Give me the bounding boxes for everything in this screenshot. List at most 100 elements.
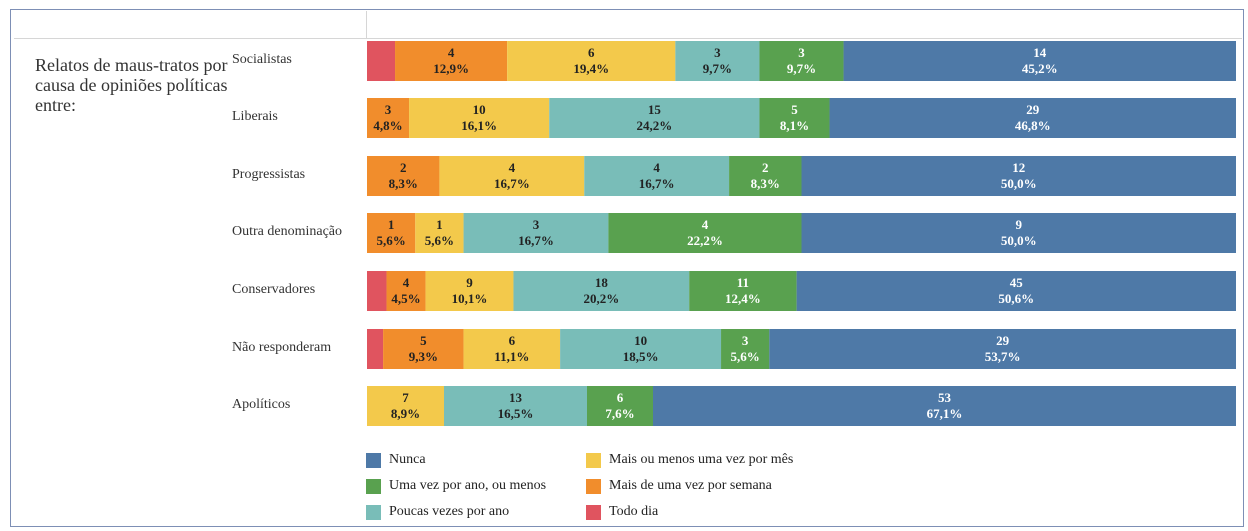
data-label-count: 6: [617, 390, 624, 405]
legend-item-todo-dia: Todo dia: [586, 504, 658, 520]
bar-outra-denominacao-mais-de-uma-vez-por-semana: [367, 213, 416, 253]
bar-nao-responderam-nunca: [769, 329, 1236, 369]
data-label-count: 4: [653, 160, 660, 175]
data-label-count: 6: [509, 333, 516, 348]
legend-item-nunca: Nunca: [366, 452, 426, 468]
legend-swatch: [366, 452, 381, 468]
legend-swatch: [586, 478, 601, 494]
data-label-count: 1: [436, 217, 443, 232]
chart-side-title: Relatos de maus-tratos por causa de opin…: [35, 55, 228, 115]
data-label-count: 2: [762, 160, 769, 175]
data-label-count: 5: [791, 102, 798, 117]
category-label-nao-responderam: Não responderam: [232, 340, 332, 355]
data-label-percent: 5,6%: [377, 233, 406, 248]
data-label-count: 29: [996, 333, 1010, 348]
bar-conservadores-uma-vez-por-ano-ou-menos: [689, 271, 797, 311]
legend-item-mais-de-uma-vez-por-semana: Mais de uma vez por semana: [586, 478, 772, 494]
data-label-percent: 16,7%: [518, 233, 554, 248]
data-label-count: 4: [448, 45, 455, 60]
bar-socialistas-mais-ou-menos-uma-vez-por-mes: [507, 41, 676, 81]
bar-nao-responderam-poucas-vezes-por-ano: [560, 329, 722, 369]
bar-socialistas-todo-dia: [367, 41, 396, 81]
data-label-percent: 16,1%: [461, 118, 497, 133]
data-label-count: 3: [742, 333, 749, 348]
data-label-count: 1: [388, 217, 395, 232]
legend-item-poucas-vezes-por-ano: Poucas vezes por ano: [366, 504, 509, 520]
bar-progressistas-poucas-vezes-por-ano: [584, 156, 730, 196]
data-label-percent: 8,3%: [389, 176, 418, 191]
bar-apoliticos-nunca: [653, 386, 1236, 426]
data-label-percent: 5,6%: [731, 349, 760, 364]
header-divider: [14, 38, 1242, 39]
bar-progressistas-nunca: [801, 156, 1236, 196]
data-label-percent: 67,1%: [927, 406, 963, 421]
data-label-percent: 4,8%: [373, 118, 402, 133]
data-label-count: 45: [1010, 275, 1024, 290]
legend-label: Mais de uma vez por semana: [609, 478, 772, 493]
bar-outra-denominacao-mais-ou-menos-uma-vez-por-mes: [415, 213, 464, 253]
legend-label: Uma vez por ano, ou menos: [389, 478, 547, 493]
data-label-count: 6: [588, 45, 595, 60]
data-label-percent: 16,7%: [639, 176, 675, 191]
data-label-count: 29: [1026, 102, 1040, 117]
bar-socialistas-mais-de-uma-vez-por-semana: [395, 41, 508, 81]
data-label-count: 7: [402, 390, 409, 405]
data-label-count: 12: [1012, 160, 1025, 175]
legend-swatch: [366, 478, 381, 494]
bar-liberais-nunca: [829, 98, 1236, 138]
data-label-percent: 4,5%: [391, 291, 420, 306]
legend-item-mais-ou-menos-uma-vez-por-mes: Mais ou menos uma vez por mês: [586, 452, 793, 468]
bar-nao-responderam-mais-de-uma-vez-por-semana: [383, 329, 464, 369]
bar-liberais-uma-vez-por-ano-ou-menos: [759, 98, 830, 138]
bar-apoliticos-mais-ou-menos-uma-vez-por-mes: [367, 386, 444, 426]
legend-label: Mais ou menos uma vez por mês: [609, 452, 794, 467]
bar-liberais-mais-ou-menos-uma-vez-por-mes: [409, 98, 550, 138]
bar-nao-responderam-mais-ou-menos-uma-vez-por-mes: [463, 329, 561, 369]
data-label-count: 14: [1033, 45, 1047, 60]
data-label-count: 3: [714, 45, 721, 60]
bar-socialistas-nunca: [843, 41, 1236, 81]
data-label-count: 3: [798, 45, 805, 60]
category-label-conservadores: Conservadores: [232, 282, 316, 297]
data-label-percent: 53,7%: [985, 349, 1021, 364]
bar-apoliticos-uma-vez-por-ano-ou-menos: [587, 386, 653, 426]
data-label-count: 3: [533, 217, 540, 232]
data-label-percent: 50,0%: [1001, 233, 1037, 248]
data-label-count: 13: [509, 390, 523, 405]
category-label-progressistas: Progressistas: [232, 167, 306, 182]
bar-conservadores-poucas-vezes-por-ano: [513, 271, 690, 311]
legend-item-uma-vez-por-ano-ou-menos: Uma vez por ano, ou menos: [366, 478, 546, 494]
bar-liberais-mais-de-uma-vez-por-semana: [367, 98, 410, 138]
data-label-percent: 24,2%: [636, 118, 672, 133]
data-label-percent: 18,5%: [623, 349, 659, 364]
data-label-percent: 20,2%: [583, 291, 619, 306]
data-label-percent: 5,6%: [425, 233, 454, 248]
data-label-percent: 16,7%: [494, 176, 530, 191]
bar-outra-denominacao-poucas-vezes-por-ano: [463, 213, 609, 253]
data-label-count: 4: [702, 217, 709, 232]
data-label-percent: 9,7%: [703, 61, 732, 76]
bar-outra-denominacao-nunca: [801, 213, 1236, 253]
legend-swatch: [366, 504, 381, 520]
legend-label: Todo dia: [609, 504, 659, 519]
bar-socialistas-uma-vez-por-ano-ou-menos: [759, 41, 844, 81]
bar-conservadores-todo-dia: [367, 271, 387, 311]
bar-progressistas-mais-de-uma-vez-por-semana: [367, 156, 440, 196]
bar-nao-responderam-uma-vez-por-ano-ou-menos: [721, 329, 770, 369]
data-label-count: 11: [737, 275, 749, 290]
bar-conservadores-mais-ou-menos-uma-vez-por-mes: [425, 271, 514, 311]
bar-conservadores-nunca: [796, 271, 1236, 311]
data-label-count: 4: [403, 275, 410, 290]
bar-conservadores-mais-de-uma-vez-por-semana: [386, 271, 426, 311]
legend-label: Nunca: [389, 452, 426, 467]
data-label-percent: 50,6%: [998, 291, 1034, 306]
data-label-percent: 8,9%: [391, 406, 420, 421]
bar-liberais-poucas-vezes-por-ano: [549, 98, 760, 138]
data-label-count: 53: [938, 390, 952, 405]
data-label-percent: 9,3%: [409, 349, 438, 364]
category-label-socialistas: Socialistas: [232, 52, 292, 67]
data-label-percent: 12,4%: [725, 291, 761, 306]
data-label-percent: 8,1%: [780, 118, 809, 133]
bar-outra-denominacao-uma-vez-por-ano-ou-menos: [608, 213, 802, 253]
